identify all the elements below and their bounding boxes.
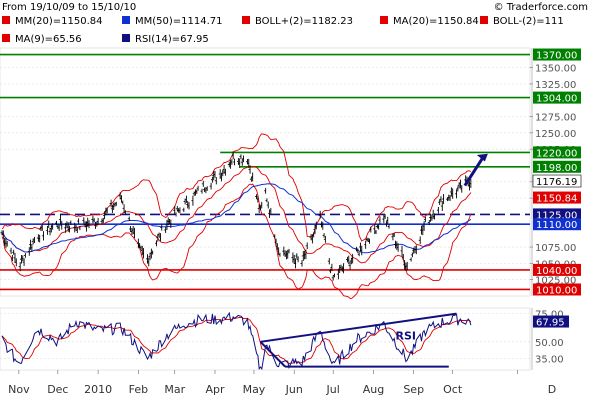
rsi-tick-label: 50.00 (535, 338, 564, 349)
rsi-plot-area (0, 307, 531, 371)
rsi-tick-label: 35.00 (535, 355, 564, 366)
level-tag (533, 160, 581, 173)
x-tick-label: Jun (285, 383, 303, 396)
price-plot-area (0, 47, 531, 297)
rsi-line (1, 311, 472, 371)
level-tag-label: 1198.00 (536, 163, 577, 174)
level-tag (533, 146, 581, 159)
x-tick-label: Sep (403, 383, 424, 396)
rsi-pane: 75.00 50.00 35.00 RSI 67.95 (0, 307, 569, 371)
legend-swatch (2, 16, 10, 24)
y-tick-label: 1250.00 (535, 129, 576, 140)
legend: MM(20)=1150.84 MM(50)=1114.71 BOLL+(2)=118… (2, 16, 564, 45)
level-tag-label: 1010.00 (536, 285, 577, 296)
level-tag (533, 48, 581, 61)
x-axis: Nov Dec 2010 Feb Mar Apr May Jun Jul Aug Sep Oct D (8, 370, 556, 396)
x-tick-label: Nov (8, 383, 30, 396)
legend-label: MA(20)=1150.84 (393, 16, 479, 27)
level-tag-label: 1220.00 (536, 148, 577, 159)
level-tag (533, 208, 581, 221)
x-tick-label: D (548, 383, 556, 396)
rsi-trendline-left (259, 341, 286, 368)
rsi-value-tag (533, 315, 569, 328)
level-tag (533, 263, 581, 276)
ma50-line (1, 183, 472, 254)
legend-swatch (122, 16, 130, 24)
y-tick-label: 1075.00 (535, 243, 576, 254)
y-tick-label: 1275.00 (535, 113, 576, 124)
price-bars (0, 151, 472, 281)
legend-label: RSI(14)=67.95 (135, 34, 209, 45)
legend-label: BOLL+(2)=1182.23 (255, 16, 353, 27)
price-pane: 1350.001325.001275.001250.001225.001175.… (0, 47, 582, 299)
legend-label: MM(20)=1150.84 (15, 16, 103, 27)
level-tag-label: 1304.00 (536, 94, 577, 105)
legend-swatch (2, 34, 10, 42)
x-tick-label: Feb (129, 383, 148, 396)
y-tick-label: 1325.00 (535, 80, 576, 91)
x-tick-label: Jul (326, 383, 340, 396)
copyright-label: © Traderforce.com (494, 2, 588, 13)
legend-swatch (242, 16, 250, 24)
x-tick-label: Dec (47, 383, 68, 396)
x-tick-label: May (243, 383, 266, 396)
legend-swatch (122, 34, 130, 42)
x-tick-label: Aug (363, 383, 384, 396)
bollinger-upper-line (1, 133, 472, 242)
x-tick-label: Oct (443, 383, 463, 396)
legend-swatch (480, 16, 488, 24)
price-tag-label: 1176.19 (536, 177, 577, 188)
rsi-tick-label: 75.00 (535, 310, 564, 321)
x-tick-label: Apr (205, 383, 225, 396)
legend-label: MA(9)=65.56 (15, 34, 82, 45)
level-tag (533, 283, 581, 296)
legend-label: MM(50)=1114.71 (135, 16, 223, 27)
x-tick-label: Mar (164, 383, 185, 396)
level-tag-label: 1040.00 (536, 266, 577, 277)
rsi-ma9-line (1, 316, 472, 364)
rsi-annotation: RSI (396, 330, 417, 343)
price-tag (532, 174, 582, 188)
level-tag-label: 1110.00 (536, 220, 577, 231)
y-tick-label: 1350.00 (535, 64, 576, 75)
x-tick-label: 2010 (84, 383, 112, 396)
level-tag-label: 1370.00 (536, 51, 577, 62)
trend-arrow-shaft (463, 156, 485, 187)
y-tick-label: 1025.00 (535, 276, 576, 287)
level-tag (533, 191, 581, 204)
legend-label: BOLL-(2)=111 (493, 16, 564, 27)
rsi-value-tag-label: 67.95 (536, 318, 565, 329)
period-label: From 19/10/09 to 15/10/10 (2, 2, 136, 13)
legend-swatch (380, 16, 388, 24)
level-tag (533, 91, 581, 104)
level-tag-label: 1150.84 (536, 194, 577, 205)
trend-arrow-head (476, 153, 488, 162)
rsi-trendline-upper (260, 312, 457, 343)
level-tag-label: 1125.00 (536, 210, 577, 221)
level-tag (533, 218, 581, 231)
